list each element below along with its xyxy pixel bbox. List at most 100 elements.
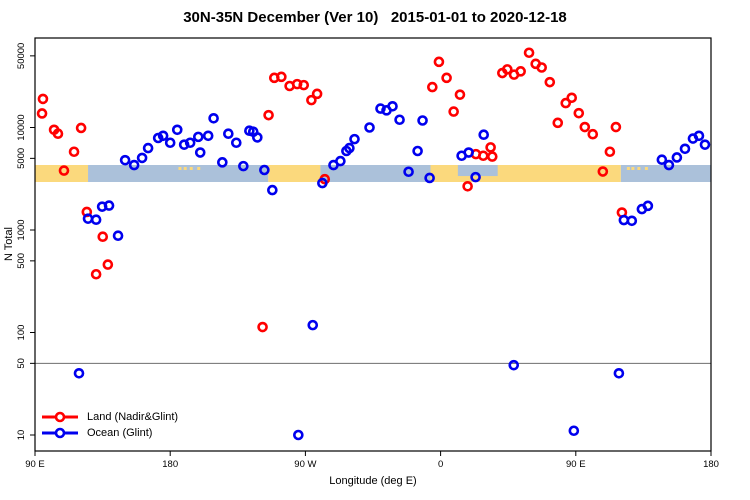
data-point-land <box>523 47 535 59</box>
map-strip-island-speck <box>197 167 201 170</box>
data-point-land <box>75 122 87 134</box>
data-point-land <box>68 146 80 158</box>
data-point-land <box>276 71 287 83</box>
data-point-land <box>486 151 498 162</box>
data-point-land <box>536 62 547 73</box>
map-strip-island-speck <box>183 167 187 170</box>
data-point-land <box>306 94 317 106</box>
data-point-land <box>298 79 310 91</box>
data-point-ocean <box>103 200 115 211</box>
data-point-land <box>579 121 591 133</box>
data-point-ocean <box>656 154 668 166</box>
data-point-ocean <box>394 114 405 126</box>
data-point-ocean <box>403 166 414 178</box>
data-point-ocean <box>663 159 675 171</box>
data-point-land <box>102 259 114 270</box>
y-tick-label: 500 <box>16 253 27 269</box>
data-point-ocean <box>230 137 242 149</box>
legend-item-ocean: Ocean (Glint) <box>40 425 178 440</box>
data-point-ocean <box>238 160 249 172</box>
data-point-land <box>454 89 466 100</box>
data-point-ocean <box>679 143 691 155</box>
y-tick-label: 100 <box>16 325 27 341</box>
data-point-ocean <box>217 157 228 168</box>
data-point-land <box>610 121 622 133</box>
data-point-land <box>52 128 64 139</box>
data-point-ocean <box>307 319 319 331</box>
data-point-ocean <box>82 213 94 224</box>
data-point-ocean <box>223 128 234 139</box>
data-point-ocean <box>387 101 398 112</box>
data-point-ocean <box>335 155 346 167</box>
data-point-land <box>515 66 526 77</box>
y-tick-label: 1000 <box>16 219 27 240</box>
data-point-ocean <box>626 215 638 227</box>
data-point-land <box>37 93 49 105</box>
data-point-ocean <box>364 122 375 133</box>
x-axis-title: Longitude (deg E) <box>329 475 417 487</box>
data-point-land <box>477 150 489 162</box>
data-point-ocean <box>252 132 263 143</box>
data-point-ocean <box>208 112 219 124</box>
x-tick-label: 180 <box>703 459 719 470</box>
y-tick-label: 5000 <box>16 148 27 169</box>
data-point-ocean <box>73 367 85 379</box>
data-point-ocean <box>642 200 654 212</box>
map-strip-island-speck <box>631 167 635 170</box>
map-strip-ocean-segment <box>320 165 431 182</box>
map-strip-mediterranean <box>457 165 498 177</box>
data-point-land <box>257 321 268 333</box>
data-point-land <box>597 166 609 177</box>
data-point-ocean <box>178 139 190 150</box>
data-point-land <box>90 268 102 280</box>
data-point-ocean <box>267 184 278 196</box>
data-point-ocean <box>202 130 214 142</box>
y-tick-label: 10000 <box>16 114 27 140</box>
data-point-land <box>566 92 578 104</box>
data-point-ocean <box>671 152 683 163</box>
data-point-land <box>311 88 323 100</box>
map-strip-land-segment <box>268 165 321 182</box>
map-strip-island-speck <box>178 167 182 170</box>
x-tick-label: 90 E <box>566 459 586 470</box>
x-tick-label: 0 <box>438 459 443 470</box>
data-point-ocean <box>424 172 435 184</box>
y-tick-label: 10 <box>16 430 27 441</box>
y-tick-label: 50 <box>16 358 27 369</box>
data-point-land <box>441 72 452 84</box>
data-point-ocean <box>119 154 131 166</box>
data-point-land <box>97 231 109 243</box>
data-point-ocean <box>349 133 360 145</box>
x-tick-label: 180 <box>162 459 178 470</box>
data-point-land <box>433 56 445 68</box>
map-strip-island-speck <box>644 167 648 170</box>
data-point-land <box>544 76 556 88</box>
data-point-ocean <box>375 103 386 114</box>
data-point-ocean <box>136 152 148 164</box>
data-point-ocean <box>164 137 176 149</box>
data-point-ocean <box>293 429 304 441</box>
legend-item-land: Land (Nadir&Glint) <box>40 409 178 424</box>
legend-label-land: Land (Nadir&Glint) <box>87 410 179 423</box>
data-point-ocean <box>478 129 490 141</box>
data-point-land <box>427 81 438 93</box>
data-point-land <box>58 165 70 176</box>
plot-border <box>34 37 712 452</box>
data-point-ocean <box>317 177 328 189</box>
ocean-series-marker-icon <box>42 427 78 438</box>
map-strip-ocean-segment <box>620 165 711 182</box>
data-point-land <box>263 109 274 121</box>
data-point-ocean <box>344 142 355 154</box>
data-point-land <box>462 180 473 192</box>
data-point-ocean <box>417 115 428 126</box>
data-point-ocean <box>463 147 474 158</box>
data-point-land <box>560 97 572 109</box>
data-point-ocean <box>568 425 580 437</box>
data-point-ocean <box>613 367 625 379</box>
x-tick-label: 90 W <box>294 459 316 470</box>
y-tick-label: 50000 <box>16 43 27 69</box>
data-point-ocean <box>699 139 711 150</box>
data-point-land <box>448 106 459 117</box>
